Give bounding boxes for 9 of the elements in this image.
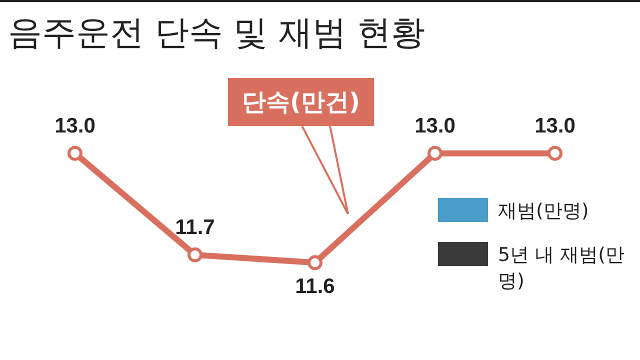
- data-label: 11.7: [175, 216, 215, 240]
- data-label: 13.0: [414, 114, 456, 138]
- text: 단속(만건): [228, 78, 374, 126]
- data-label: 11.6: [295, 274, 335, 298]
- chart-title: 음주운전 단속 및 재범 현황: [8, 12, 426, 55]
- annotation: 5년 내 재범(만명): [498, 243, 626, 294]
- annotation: 재범(만명): [498, 199, 589, 224]
- data-label: 13.0: [54, 114, 96, 138]
- data-label: 13.0: [534, 114, 576, 138]
